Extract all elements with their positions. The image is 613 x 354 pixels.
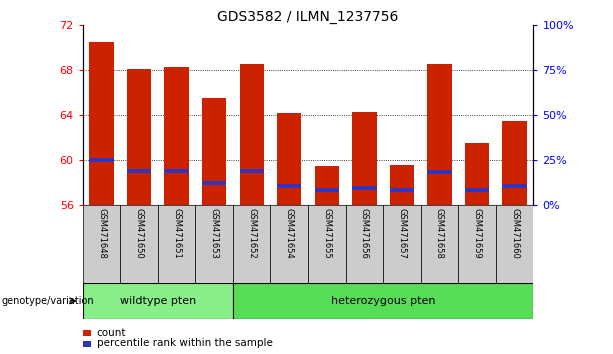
Text: GSM471656: GSM471656 bbox=[360, 208, 369, 258]
Bar bbox=[277, 113, 302, 205]
Text: GSM471658: GSM471658 bbox=[435, 208, 444, 258]
Bar bbox=[496, 205, 533, 283]
Bar bbox=[83, 330, 91, 336]
Bar bbox=[352, 185, 376, 189]
Bar bbox=[383, 205, 421, 283]
Text: GSM471659: GSM471659 bbox=[473, 208, 481, 258]
Text: heterozygous pten: heterozygous pten bbox=[331, 296, 435, 306]
Bar bbox=[164, 169, 189, 173]
Bar bbox=[127, 169, 151, 173]
Bar bbox=[127, 69, 151, 205]
Bar bbox=[196, 205, 233, 283]
Bar bbox=[346, 205, 383, 283]
Text: wildtype pten: wildtype pten bbox=[120, 296, 196, 306]
Bar bbox=[465, 188, 489, 192]
Text: GSM471653: GSM471653 bbox=[210, 208, 219, 258]
Bar bbox=[83, 205, 120, 283]
Text: GSM471660: GSM471660 bbox=[510, 208, 519, 258]
Bar bbox=[270, 205, 308, 283]
Bar bbox=[120, 205, 158, 283]
Bar bbox=[83, 283, 233, 319]
Bar bbox=[458, 205, 496, 283]
Text: GSM471652: GSM471652 bbox=[247, 208, 256, 258]
Bar bbox=[314, 166, 339, 205]
Bar bbox=[352, 112, 376, 205]
Bar bbox=[502, 184, 527, 188]
Bar bbox=[390, 188, 414, 192]
Bar bbox=[158, 205, 196, 283]
Bar bbox=[202, 181, 226, 185]
Bar bbox=[465, 143, 489, 205]
Bar bbox=[421, 205, 458, 283]
Bar bbox=[164, 67, 189, 205]
Text: GSM471651: GSM471651 bbox=[172, 208, 181, 258]
Bar bbox=[202, 98, 226, 205]
Bar bbox=[308, 205, 346, 283]
Bar bbox=[89, 159, 114, 162]
Text: genotype/variation: genotype/variation bbox=[1, 296, 94, 306]
Bar bbox=[427, 64, 452, 205]
Bar bbox=[314, 188, 339, 192]
Bar bbox=[240, 64, 264, 205]
Text: GSM471654: GSM471654 bbox=[285, 208, 294, 258]
Bar bbox=[89, 42, 114, 205]
Text: percentile rank within the sample: percentile rank within the sample bbox=[97, 338, 273, 348]
Title: GDS3582 / ILMN_1237756: GDS3582 / ILMN_1237756 bbox=[218, 10, 398, 24]
Bar bbox=[233, 283, 533, 319]
Bar bbox=[390, 165, 414, 205]
Bar bbox=[240, 169, 264, 173]
Bar bbox=[502, 121, 527, 205]
Text: GSM471657: GSM471657 bbox=[397, 208, 406, 258]
Bar bbox=[277, 184, 302, 188]
Text: GSM471650: GSM471650 bbox=[135, 208, 143, 258]
Bar bbox=[233, 205, 270, 283]
Text: count: count bbox=[97, 328, 126, 338]
Bar bbox=[83, 341, 91, 347]
Text: GSM471655: GSM471655 bbox=[322, 208, 331, 258]
Bar bbox=[427, 170, 452, 174]
Text: GSM471648: GSM471648 bbox=[97, 208, 106, 258]
